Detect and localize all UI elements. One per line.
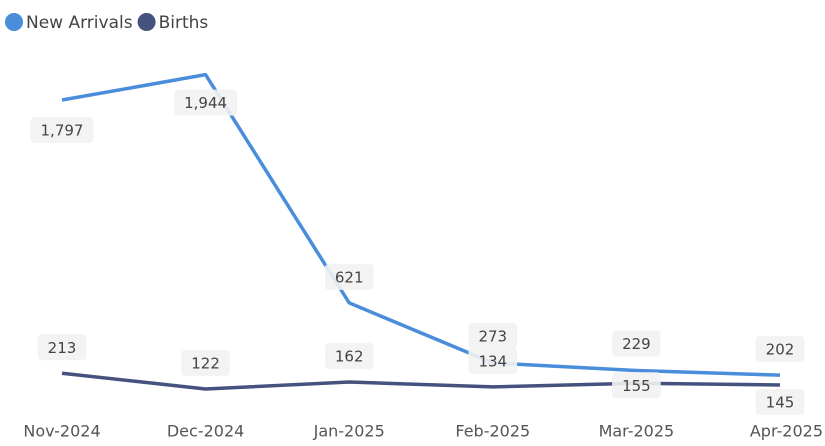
x-tick-label: Apr-2025 — [750, 422, 823, 441]
data-label: 1,797 — [41, 122, 84, 140]
data-label: 155 — [622, 377, 651, 395]
data-label-bg — [612, 330, 661, 357]
data-label-bg — [37, 334, 87, 361]
data-label: 229 — [622, 335, 651, 353]
data-label-bg — [755, 388, 805, 415]
data-label-bg — [324, 263, 374, 290]
data-label: 145 — [766, 393, 795, 411]
data-label-bg — [755, 336, 805, 363]
data-label-bg — [181, 349, 230, 376]
line — [61, 72, 781, 377]
data-label-bg — [324, 343, 374, 370]
data-label-bg — [612, 372, 661, 399]
data-label-bg — [30, 117, 94, 144]
data-label: 134 — [478, 352, 507, 370]
data-label: 202 — [766, 341, 795, 359]
legend-marker — [5, 13, 23, 31]
legend-marker — [137, 13, 156, 31]
x-tick-label: Nov-2024 — [23, 422, 100, 441]
x-tick-label: Feb-2025 — [455, 422, 530, 441]
data-label: 162 — [335, 348, 364, 366]
line — [61, 371, 781, 391]
x-tick-label: Jan-2025 — [313, 422, 385, 441]
data-label-bg — [468, 347, 518, 374]
x-tick-label: Dec-2024 — [167, 422, 244, 441]
data-label-bg — [174, 89, 238, 116]
legend-label: New Arrivals — [26, 13, 133, 33]
data-label: 122 — [191, 354, 220, 372]
x-tick-label: Mar-2025 — [599, 422, 675, 441]
data-label: 273 — [478, 327, 507, 345]
data-label: 621 — [335, 268, 364, 286]
data-label: 213 — [48, 339, 77, 357]
data-label-bg — [468, 322, 518, 349]
legend-label: Births — [159, 13, 209, 33]
data-label: 1,944 — [184, 94, 227, 112]
